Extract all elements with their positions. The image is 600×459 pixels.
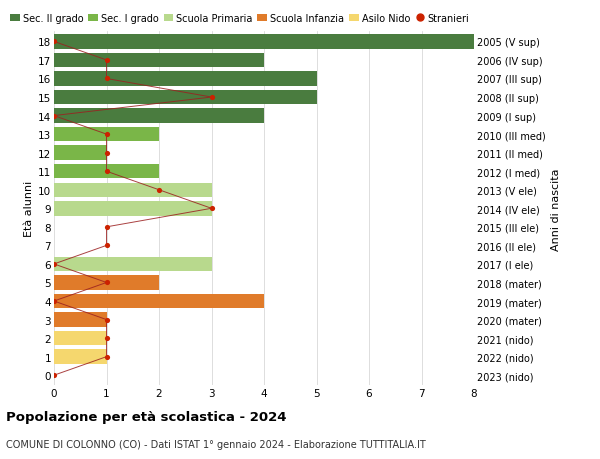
- Point: [206, 94, 217, 101]
- Bar: [54, 128, 159, 142]
- Point: [102, 168, 112, 175]
- Bar: [54, 276, 159, 290]
- Bar: [54, 202, 212, 216]
- Point: [49, 112, 59, 120]
- Bar: [54, 146, 107, 161]
- Y-axis label: Età alunni: Età alunni: [24, 181, 34, 237]
- Point: [49, 39, 59, 46]
- Point: [102, 57, 112, 64]
- Point: [102, 335, 112, 342]
- Point: [49, 298, 59, 305]
- Point: [102, 150, 112, 157]
- Bar: [54, 331, 107, 346]
- Bar: [54, 183, 212, 197]
- Text: COMUNE DI COLONNO (CO) - Dati ISTAT 1° gennaio 2024 - Elaborazione TUTTITALIA.IT: COMUNE DI COLONNO (CO) - Dati ISTAT 1° g…: [6, 440, 426, 449]
- Bar: [54, 294, 264, 308]
- Bar: [54, 90, 317, 105]
- Bar: [54, 35, 474, 50]
- Point: [102, 353, 112, 361]
- Point: [49, 261, 59, 268]
- Bar: [54, 313, 107, 327]
- Point: [102, 76, 112, 83]
- Point: [102, 131, 112, 139]
- Point: [102, 242, 112, 250]
- Point: [154, 187, 164, 194]
- Point: [49, 372, 59, 379]
- Y-axis label: Anni di nascita: Anni di nascita: [551, 168, 561, 250]
- Legend: Sec. II grado, Sec. I grado, Scuola Primaria, Scuola Infanzia, Asilo Nido, Stran: Sec. II grado, Sec. I grado, Scuola Prim…: [10, 14, 469, 24]
- Point: [102, 224, 112, 231]
- Bar: [54, 109, 264, 123]
- Text: Popolazione per età scolastica - 2024: Popolazione per età scolastica - 2024: [6, 410, 287, 423]
- Bar: [54, 72, 317, 87]
- Bar: [54, 165, 159, 179]
- Point: [102, 279, 112, 286]
- Bar: [54, 350, 107, 364]
- Bar: [54, 257, 212, 272]
- Bar: [54, 54, 264, 68]
- Point: [102, 316, 112, 324]
- Point: [206, 205, 217, 213]
